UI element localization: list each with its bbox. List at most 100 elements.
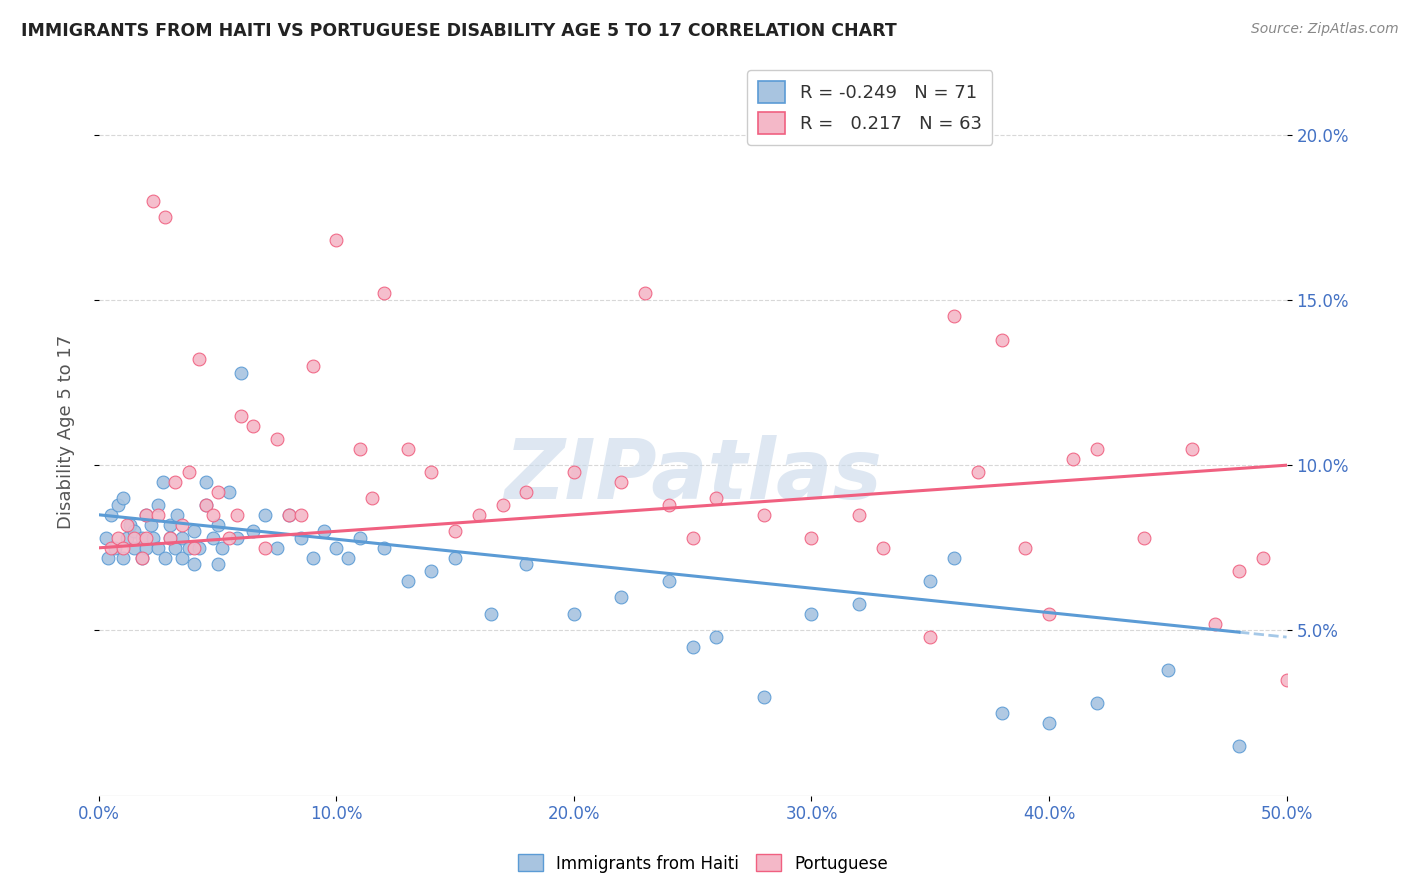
Point	[104, 541, 127, 555]
Point	[107, 498, 129, 512]
Point	[118, 517, 141, 532]
Point	[1062, 451, 1084, 466]
Point	[1133, 531, 1156, 545]
Point	[225, 508, 247, 522]
Point	[148, 541, 170, 555]
Point	[218, 484, 240, 499]
Point	[187, 352, 209, 367]
Point	[990, 706, 1012, 720]
Point	[1251, 550, 1274, 565]
Point	[920, 574, 942, 588]
Point	[1157, 663, 1180, 677]
Point	[159, 531, 181, 545]
Point	[396, 442, 419, 456]
Point	[135, 508, 157, 522]
Point	[194, 498, 217, 512]
Point	[349, 442, 371, 456]
Point	[444, 524, 467, 539]
Point	[163, 475, 186, 489]
Point	[152, 475, 174, 489]
Point	[848, 508, 870, 522]
Point	[117, 531, 139, 545]
Point	[706, 491, 728, 506]
Point	[682, 640, 704, 654]
Point	[682, 531, 704, 545]
Point	[562, 465, 585, 479]
Point	[170, 517, 193, 532]
Point	[218, 531, 240, 545]
Point	[1204, 616, 1226, 631]
Point	[848, 597, 870, 611]
Point	[142, 531, 165, 545]
Point	[177, 465, 200, 479]
Point	[111, 550, 134, 565]
Point	[124, 524, 146, 539]
Point	[349, 531, 371, 545]
Point	[207, 517, 229, 532]
Point	[111, 491, 134, 506]
Point	[225, 531, 247, 545]
Point	[131, 531, 153, 545]
Text: Source: ZipAtlas.com: Source: ZipAtlas.com	[1251, 22, 1399, 37]
Point	[943, 550, 966, 565]
Point	[752, 690, 775, 704]
Point	[444, 550, 467, 565]
Point	[301, 550, 323, 565]
Point	[183, 524, 205, 539]
Point	[107, 531, 129, 545]
Point	[124, 541, 146, 555]
Point	[1085, 696, 1108, 710]
Point	[97, 550, 120, 565]
Point	[170, 531, 193, 545]
Point	[131, 550, 153, 565]
Point	[800, 607, 823, 621]
Point	[155, 550, 177, 565]
Point	[325, 234, 347, 248]
Point	[396, 574, 419, 588]
Point	[266, 432, 288, 446]
Point	[1038, 716, 1060, 731]
Point	[148, 498, 170, 512]
Point	[420, 465, 443, 479]
Point	[301, 359, 323, 373]
Point	[966, 465, 988, 479]
Point	[325, 541, 347, 555]
Point	[183, 541, 205, 555]
Point	[254, 508, 277, 522]
Point	[420, 564, 443, 578]
Point	[155, 211, 177, 225]
Point	[479, 607, 502, 621]
Point	[706, 630, 728, 644]
Point	[920, 630, 942, 644]
Point	[337, 550, 360, 565]
Point	[170, 550, 193, 565]
Point	[201, 508, 224, 522]
Point	[290, 531, 312, 545]
Point	[194, 498, 217, 512]
Point	[468, 508, 491, 522]
Point	[242, 418, 264, 433]
Point	[254, 541, 277, 555]
Point	[187, 541, 209, 555]
Point	[610, 591, 633, 605]
Point	[111, 541, 134, 555]
Point	[135, 541, 157, 555]
Point	[314, 524, 336, 539]
Point	[373, 286, 395, 301]
Point	[277, 508, 299, 522]
Point	[492, 498, 515, 512]
Point	[159, 531, 181, 545]
Point	[94, 531, 117, 545]
Text: IMMIGRANTS FROM HAITI VS PORTUGUESE DISABILITY AGE 5 TO 17 CORRELATION CHART: IMMIGRANTS FROM HAITI VS PORTUGUESE DISA…	[21, 22, 897, 40]
Point	[990, 333, 1012, 347]
Point	[124, 531, 146, 545]
Point	[1038, 607, 1060, 621]
Point	[117, 517, 139, 532]
Point	[562, 607, 585, 621]
Point	[242, 524, 264, 539]
Point	[207, 558, 229, 572]
Point	[800, 531, 823, 545]
Point	[515, 558, 537, 572]
Point	[266, 541, 288, 555]
Point	[361, 491, 384, 506]
